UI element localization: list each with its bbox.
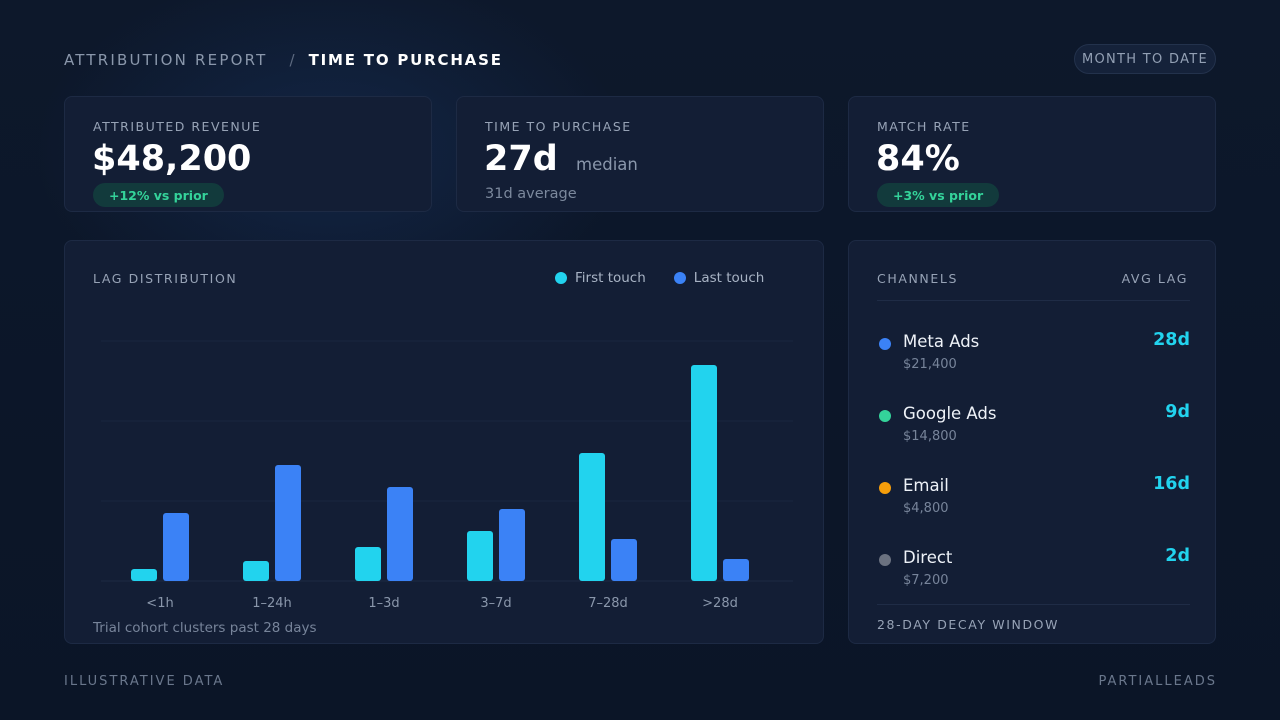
channel-name: Direct <box>903 548 953 567</box>
x-tick-label: 1–3d <box>368 596 399 611</box>
bar-last-touch-5[interactable] <box>723 559 749 581</box>
channel-avg-lag: 28d <box>1153 330 1190 350</box>
page-title: TIME TO PURCHASE <box>308 51 503 69</box>
kpi-subtext: 31d average <box>485 186 577 202</box>
channel-revenue: $7,200 <box>903 573 949 588</box>
kpi-value: 84% <box>876 139 960 179</box>
kpi-card-time-to-purchase: TIME TO PURCHASE 27d median 31d average <box>456 96 824 212</box>
kpi-label: ATTRIBUTED REVENUE <box>93 119 262 134</box>
channel-row-direct[interactable]: Direct $7,200 2d <box>877 541 1190 588</box>
date-range-button[interactable]: MONTH TO DATE <box>1074 44 1216 74</box>
legend-item-last-touch[interactable]: Last touch <box>673 270 765 286</box>
legend-swatch <box>555 272 567 284</box>
legend-swatch <box>673 272 686 284</box>
legend-label: Last touch <box>693 270 765 286</box>
breadcrumb: ATTRIBUTION REPORT / TIME TO PURCHASE <box>64 50 503 70</box>
x-tick-label: 7–28d <box>588 596 628 611</box>
x-tick-label: 3–7d <box>480 596 511 611</box>
channel-revenue: $21,400 <box>903 357 957 372</box>
delta-badge: +12% vs prior <box>93 183 224 207</box>
channel-revenue: $4,800 <box>903 501 949 516</box>
breadcrumb-parent[interactable]: ATTRIBUTION REPORT <box>64 51 268 69</box>
bar-last-touch-3[interactable] <box>499 509 525 581</box>
channels-title: CHANNELS <box>877 271 958 286</box>
lag-distribution-chart: <1h 1–24h 1–3d 3–7d 7–28d >28d <box>101 340 793 611</box>
channel-avg-lag: 2d <box>1165 546 1190 566</box>
kpi-card-match-rate: MATCH RATE 84% +3% vs prior <box>848 96 1216 212</box>
channels-card: CHANNELS AVG LAG Meta Ads $21,400 28d Go… <box>848 240 1216 644</box>
bar-first-touch-5[interactable] <box>691 365 717 581</box>
kpi-label: MATCH RATE <box>877 119 971 134</box>
channel-name: Google Ads <box>903 404 997 423</box>
channel-name: Meta Ads <box>903 332 980 351</box>
channel-color-dot <box>879 554 891 566</box>
channel-revenue: $14,800 <box>903 429 957 444</box>
legend-label: First touch <box>575 270 646 286</box>
bar-first-touch-0[interactable] <box>131 569 157 581</box>
kpi-value: 27d <box>484 139 558 179</box>
footer-brand: PARTIALLEADS <box>1098 674 1217 689</box>
bar-last-touch-0[interactable] <box>163 513 189 581</box>
channel-name: Email <box>903 476 949 495</box>
kpi-card-revenue: ATTRIBUTED REVENUE $48,200 +12% vs prior <box>64 96 432 212</box>
bar-last-touch-4[interactable] <box>611 539 637 581</box>
x-tick-label: <1h <box>146 596 173 611</box>
bar-last-touch-2[interactable] <box>387 487 413 581</box>
breadcrumb-separator: / <box>289 51 295 69</box>
chart-title: LAG DISTRIBUTION <box>93 271 238 286</box>
channel-color-dot <box>879 410 891 422</box>
decay-window-label: 28-DAY DECAY WINDOW <box>877 617 1060 632</box>
lag-distribution-card: LAG DISTRIBUTION First touch Last touch … <box>64 240 824 644</box>
legend-item-first-touch[interactable]: First touch <box>555 270 646 286</box>
x-tick-label: 1–24h <box>252 596 292 611</box>
bar-first-touch-3[interactable] <box>467 531 493 581</box>
channel-row-google-ads[interactable]: Google Ads $14,800 9d <box>877 397 1190 444</box>
bar-first-touch-4[interactable] <box>579 453 605 581</box>
channel-color-dot <box>879 338 891 350</box>
channel-avg-lag: 16d <box>1153 474 1190 494</box>
avg-lag-header: AVG LAG <box>1121 271 1188 286</box>
bar-first-touch-2[interactable] <box>355 547 381 581</box>
delta-badge: +3% vs prior <box>877 183 1000 207</box>
divider <box>877 604 1190 605</box>
kpi-label: TIME TO PURCHASE <box>485 119 632 134</box>
kpi-value: $48,200 <box>92 139 252 179</box>
channel-color-dot <box>879 482 891 494</box>
channel-avg-lag: 9d <box>1165 402 1190 422</box>
chart-caption: Trial cohort clusters past 28 days <box>93 620 317 636</box>
divider <box>877 300 1190 301</box>
bar-last-touch-1[interactable] <box>275 465 301 581</box>
channel-row-meta-ads[interactable]: Meta Ads $21,400 28d <box>877 325 1190 372</box>
bar-first-touch-1[interactable] <box>243 561 269 581</box>
footer-note: ILLUSTRATIVE DATA <box>64 674 225 689</box>
kpi-suffix: median <box>576 155 638 174</box>
channel-row-email[interactable]: Email $4,800 16d <box>877 469 1190 516</box>
chart-legend: First touch Last touch <box>555 270 764 286</box>
x-tick-label: >28d <box>702 596 738 611</box>
